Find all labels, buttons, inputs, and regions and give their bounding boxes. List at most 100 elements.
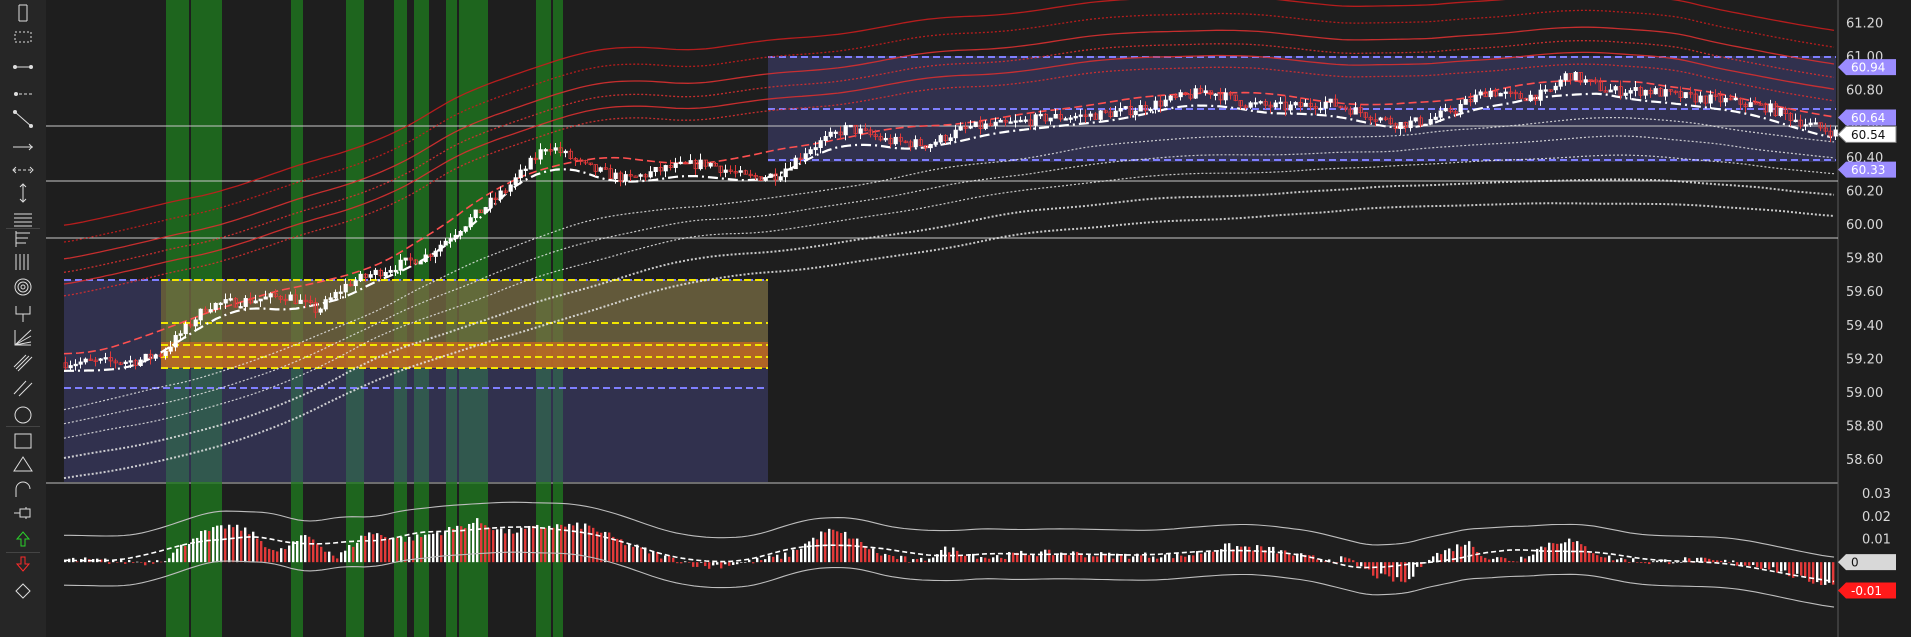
candle-body [148,353,153,359]
histogram-bar [1752,562,1755,566]
histogram-bar [248,534,251,563]
toolbar-separator [6,426,40,427]
vertical-lines-tool[interactable] [8,251,38,273]
price-chart[interactable]: 61.2061.0060.8060.6060.4060.2060.0059.80… [46,0,1911,637]
candle-body [1278,101,1283,105]
histogram-bar [1236,546,1239,563]
histogram-bar [764,559,767,563]
candle [648,166,653,179]
channel-tool[interactable] [8,352,38,374]
candle [1408,116,1413,132]
candle [183,321,188,339]
candle [1178,89,1183,101]
histogram-bar [1680,562,1683,563]
histogram-bar [1360,562,1363,567]
candle [283,294,288,306]
candle [943,134,948,144]
histogram-bar [1648,562,1651,565]
candle-body [1353,107,1358,115]
histogram-bar [256,538,259,563]
candle [458,229,463,240]
histogram-bar [1416,562,1419,567]
candle-body [1753,102,1758,105]
histogram-bar [1504,558,1507,563]
candle [1398,121,1403,135]
candle [738,165,743,177]
histogram-bar [1372,562,1375,576]
candle [678,156,683,165]
horizontal-lines-tool[interactable] [8,209,38,231]
histogram-bar [820,531,823,563]
candle-body [68,365,73,369]
candle-body [658,166,663,172]
candle-body [1778,107,1783,116]
candle-body [1558,79,1563,87]
sell-arrow-tool[interactable] [8,553,38,575]
vertical-lines-icon [15,254,29,270]
horizontal-ray-tool[interactable] [8,159,38,181]
histogram-bar [740,562,743,563]
trendline-tool[interactable] [8,108,38,130]
candle [863,123,868,132]
histogram-bar [1644,562,1647,564]
cursor-tool[interactable] [8,2,38,24]
candle-body [953,129,958,139]
segment-tool[interactable] [8,56,38,78]
candle [528,155,533,170]
candle-body [1123,106,1128,109]
candle [213,302,218,313]
vertical-arrow-tool[interactable] [8,182,38,204]
candle-body [1673,90,1678,94]
ray-tool[interactable] [8,83,38,105]
histogram-bar [596,531,599,563]
histogram-bar [460,526,463,563]
price-tick-label: 61.20 [1846,17,1883,32]
histogram-bar [1468,541,1471,563]
rectangle-tool[interactable] [8,430,38,452]
gann-fan-tool[interactable] [8,326,38,348]
histogram-bar [1600,556,1603,563]
candle-body [628,174,633,177]
candle [618,170,623,187]
triangle-tool[interactable] [8,453,38,475]
pitchfork-tool[interactable] [8,302,38,324]
circle-tool[interactable] [8,404,38,426]
fib-retracement-tool[interactable] [8,228,38,250]
price-tag-text: 60.94 [1851,61,1885,75]
candle-body [443,240,448,246]
histogram-bar [784,552,787,563]
histogram-bar [968,554,971,563]
candle [93,356,98,367]
candle [468,213,473,230]
rectangle-select-tool[interactable] [8,26,38,48]
toolbar-separator [6,552,40,553]
buy-arrow-tool[interactable] [8,528,38,550]
candle [923,144,928,151]
candle-body [1168,95,1173,101]
candle [413,259,418,265]
arc-tool[interactable] [8,478,38,500]
lower-envelope [63,551,1835,608]
candle-body [818,140,823,148]
diamond-tool[interactable] [8,580,38,602]
candle [1103,109,1108,114]
extended-line-tool[interactable] [8,136,38,158]
price-label-tool[interactable] [8,502,38,524]
histogram-bar [520,527,523,563]
histogram-bar [448,527,451,563]
histogram-bar [440,535,443,563]
candle-body [83,358,88,363]
histogram-bar [168,558,171,563]
histogram-bar [920,557,923,563]
histogram-bar [216,525,219,563]
histogram-bar [648,553,651,563]
histogram-bar [392,537,395,563]
histogram-bar [1324,561,1327,563]
histogram-bar [1040,551,1043,563]
candle [1808,118,1813,128]
parallel-lines-tool[interactable] [8,377,38,399]
candle [98,358,103,364]
histogram-bar [1128,558,1131,563]
concentric-circles-tool[interactable] [8,276,38,298]
candle [918,136,923,147]
